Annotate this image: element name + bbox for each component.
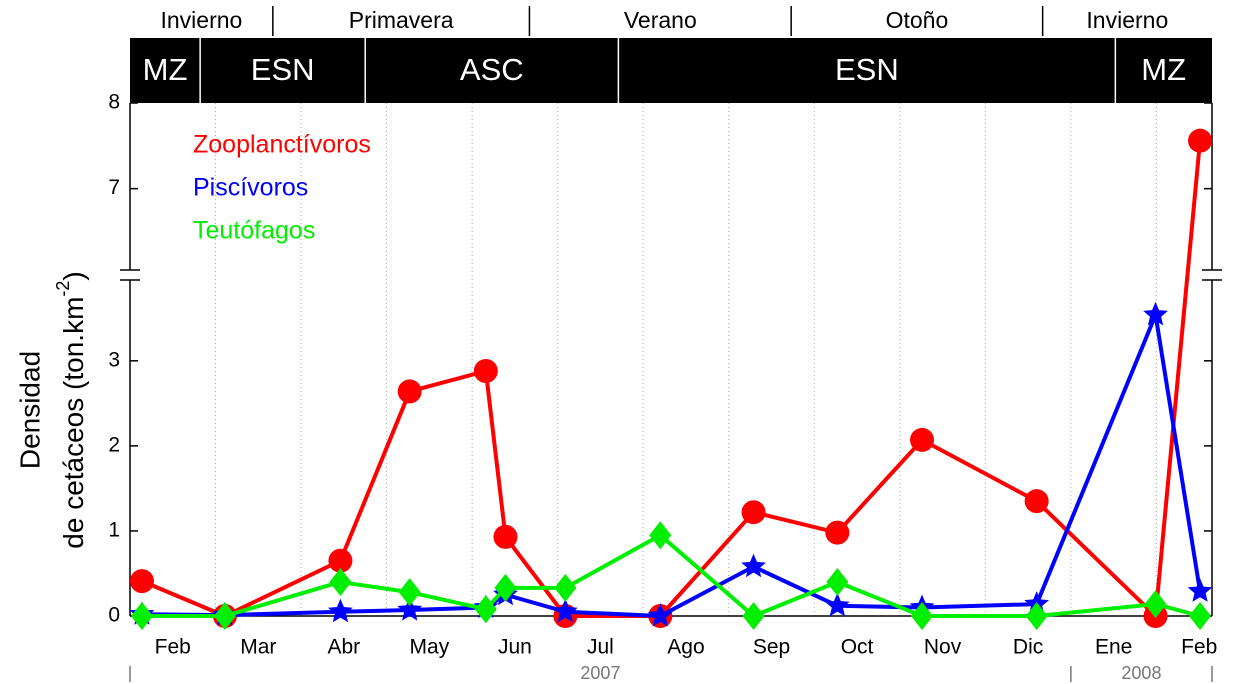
point	[649, 521, 672, 550]
point	[328, 598, 353, 623]
x-tick-label: Dic	[1013, 636, 1043, 659]
year-label: 2007	[580, 663, 620, 683]
y-tick-label: 1	[108, 518, 120, 541]
season-label: Invierno	[1086, 7, 1168, 33]
x-tick-label: May	[410, 636, 450, 659]
season-label: Otoño	[886, 7, 949, 33]
point	[910, 427, 935, 452]
y-tick-label: 7	[108, 176, 120, 199]
x-tick-label: Feb	[1181, 636, 1217, 659]
point	[130, 602, 153, 630]
phase-label: ASC	[460, 52, 524, 87]
legend-entry: Zooplanctívoros	[193, 131, 371, 159]
series-line	[141, 533, 1201, 618]
point	[741, 500, 766, 525]
point	[328, 548, 353, 573]
y-label-sup: -2	[53, 281, 73, 297]
point	[911, 602, 934, 630]
point	[473, 359, 498, 384]
point	[1189, 602, 1212, 630]
y-tick-label: 0	[108, 604, 120, 627]
y-tick-label: 8	[108, 91, 120, 114]
series-line	[141, 140, 1203, 618]
point	[826, 567, 849, 596]
series-line	[141, 312, 1203, 618]
point	[825, 592, 850, 617]
legend-entry: Piscívoros	[193, 174, 308, 202]
point	[474, 595, 497, 624]
season-label: Invierno	[161, 7, 243, 33]
point	[398, 578, 421, 607]
y-label-close: )	[58, 271, 89, 280]
season-label: Verano	[624, 7, 697, 33]
legend-entry: Teutófagos	[193, 217, 315, 245]
point	[1143, 301, 1168, 326]
point	[397, 597, 423, 621]
phase-band	[130, 38, 1212, 103]
y-label-line1: Densidad	[14, 351, 45, 469]
point	[493, 524, 518, 549]
y-tick-label: 2	[108, 433, 120, 456]
x-tick-label: Sep	[753, 636, 790, 659]
x-tick-label: Feb	[155, 636, 191, 659]
year-label: 2008	[1121, 663, 1161, 683]
x-tick-label: Jun	[498, 636, 532, 659]
x-tick-label: Abr	[327, 636, 360, 659]
point	[741, 553, 766, 578]
point	[1188, 128, 1213, 153]
point	[494, 573, 517, 602]
phase-label: ESN	[251, 52, 315, 87]
y-label-line2: de cetáceos (ton.km-2)	[53, 271, 90, 548]
x-tick-label: Ene	[1095, 636, 1132, 659]
point	[129, 569, 154, 594]
x-tick-label: Ago	[667, 636, 704, 659]
y-axis-label: Densidad de cetáceos (ton.km-2)	[14, 271, 89, 548]
point	[554, 573, 577, 602]
point	[1144, 590, 1167, 619]
y-label-main: de cetáceos (ton.km	[58, 297, 89, 549]
x-tick-label: Oct	[841, 636, 874, 659]
phase-label: MZ	[1141, 52, 1186, 87]
point	[1187, 578, 1213, 602]
x-tick-label: Mar	[240, 636, 276, 659]
phase-label: MZ	[143, 52, 188, 87]
x-tick-label: Jul	[587, 636, 614, 659]
phase-label: ESN	[835, 52, 899, 87]
point	[1025, 602, 1048, 630]
y-tick-label: 3	[108, 348, 120, 371]
point	[397, 379, 422, 404]
point	[742, 602, 765, 630]
point	[329, 567, 352, 596]
season-label: Primavera	[349, 7, 454, 33]
point	[213, 602, 236, 630]
point	[553, 598, 578, 623]
x-tick-label: Nov	[924, 636, 962, 659]
point	[825, 520, 850, 545]
point	[647, 603, 673, 627]
point	[1024, 489, 1049, 514]
